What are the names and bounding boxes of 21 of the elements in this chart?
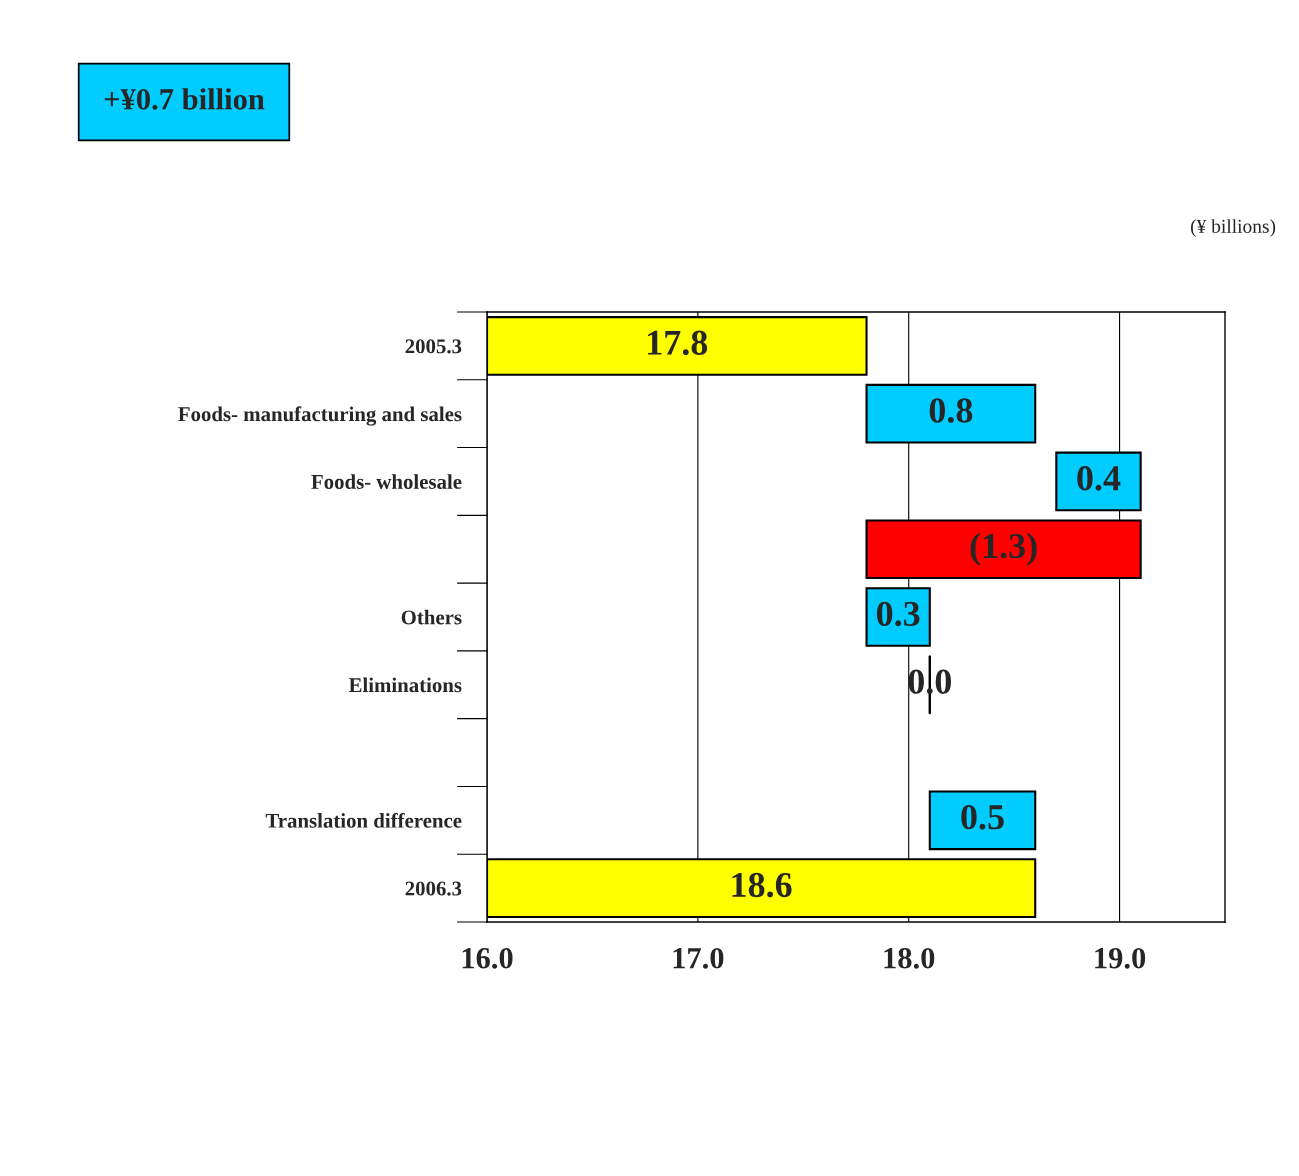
y-tick-label: Translation difference bbox=[265, 812, 462, 828]
bar bbox=[928, 790, 1037, 851]
data-label: 18.6 bbox=[732, 872, 792, 898]
data-label: 0.5 bbox=[961, 805, 1004, 830]
data-label: 0.3 bbox=[876, 601, 920, 627]
x-tick-label: 16.0 bbox=[462, 947, 513, 969]
text: (¥ billions) bbox=[1190, 219, 1276, 237]
y-tick-label: 2006.3 bbox=[405, 881, 462, 896]
y-tick-label: 2005.3 bbox=[405, 339, 462, 354]
data-label: 0.8 bbox=[929, 398, 973, 423]
y-tick-label: Others bbox=[401, 609, 462, 625]
text: +¥0.7 billion bbox=[104, 88, 265, 110]
x-tick-label: 18.0 bbox=[884, 947, 935, 969]
data-label: 17.8 bbox=[648, 330, 708, 356]
x-tick-label: 19.0 bbox=[1095, 947, 1146, 969]
x-tick-label: 17.0 bbox=[673, 947, 724, 969]
y-tick-label: Eliminations bbox=[348, 677, 462, 693]
y-tick-label: Foods- wholesale bbox=[311, 474, 462, 489]
data-label: (1.3) bbox=[970, 532, 1037, 566]
data-label: 0.4 bbox=[1077, 466, 1121, 491]
y-tick-label: Foods- manufacturing and sales bbox=[178, 406, 462, 426]
